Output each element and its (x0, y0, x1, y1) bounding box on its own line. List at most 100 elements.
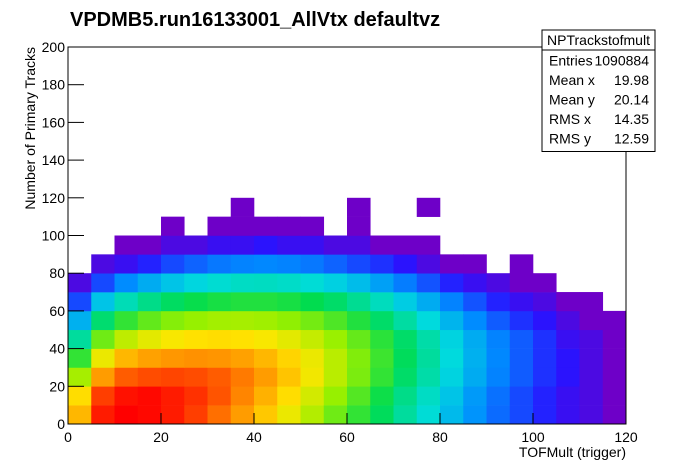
cell (277, 367, 301, 387)
cell (370, 386, 394, 406)
cell (370, 310, 394, 331)
cell (254, 348, 278, 368)
cell (91, 292, 115, 312)
cell (486, 292, 511, 312)
cell (579, 292, 604, 312)
cell (323, 235, 348, 255)
cell (486, 386, 511, 406)
cell (509, 292, 534, 312)
cell (323, 292, 348, 312)
cell (277, 292, 301, 312)
cell (68, 273, 92, 293)
cell (137, 386, 162, 406)
cell (393, 386, 418, 406)
cell (463, 310, 487, 331)
cell (91, 254, 115, 274)
cell (323, 273, 348, 293)
x-tick-label: 80 (432, 429, 448, 445)
cell (533, 367, 557, 387)
x-tick-label: 100 (521, 429, 545, 445)
cell (579, 329, 604, 349)
cell (230, 235, 255, 255)
y-tick-label: 40 (49, 341, 65, 357)
cell (486, 405, 511, 425)
cell (602, 405, 627, 425)
cell (579, 367, 604, 387)
cell (416, 386, 441, 406)
cell (509, 367, 534, 387)
cell (463, 367, 487, 387)
stats-box: NPTrackstofmult Entries 1090884 Mean x 19.98… (541, 29, 656, 152)
cell (114, 310, 139, 331)
cell (277, 310, 301, 331)
cell (416, 235, 441, 255)
stats-value: 20.14 (614, 92, 649, 108)
cell (440, 292, 464, 312)
cell (114, 273, 139, 293)
cell (509, 348, 534, 368)
cell (556, 386, 580, 406)
cell (254, 367, 278, 387)
stats-value: 1090884 (594, 53, 649, 69)
y-tick-label: 80 (49, 265, 65, 281)
x-tick-label: 120 (614, 429, 638, 445)
cell (579, 386, 604, 406)
cell (114, 329, 139, 349)
cell (68, 405, 92, 425)
stats-key: RMS y (549, 131, 591, 147)
cell (393, 254, 418, 274)
cell (207, 405, 232, 425)
cell (91, 367, 115, 387)
cell (416, 405, 441, 425)
cell (161, 348, 185, 368)
cell (68, 310, 92, 331)
cell (323, 386, 348, 406)
cell (602, 329, 627, 349)
cell (161, 310, 185, 331)
cell (91, 405, 115, 425)
cell (463, 292, 487, 312)
stats-value: 19.98 (614, 72, 649, 88)
cell (486, 273, 511, 293)
cell (137, 310, 162, 331)
cell (556, 367, 580, 387)
cell (207, 254, 232, 274)
stats-title: NPTrackstofmult (547, 32, 650, 48)
cell (323, 254, 348, 274)
cell (91, 329, 115, 349)
cell (91, 386, 115, 406)
cell (393, 367, 418, 387)
cell (207, 348, 232, 368)
cell (254, 216, 278, 236)
cell (347, 197, 371, 217)
cell (463, 348, 487, 368)
cell (254, 254, 278, 274)
y-tick-label: 120 (42, 190, 66, 206)
x-axis-title: TOFMult (trigger) (519, 444, 626, 460)
cell (509, 386, 534, 406)
cell (161, 367, 185, 387)
cell (300, 348, 325, 368)
cell (347, 310, 371, 331)
cell (184, 386, 208, 406)
cell (440, 405, 464, 425)
cell (347, 235, 371, 255)
cell (254, 235, 278, 255)
cell (440, 254, 464, 274)
cell (230, 292, 255, 312)
cell (137, 367, 162, 387)
cell (393, 273, 418, 293)
cell (556, 329, 580, 349)
cell (370, 254, 394, 274)
cell (556, 292, 580, 312)
cell (207, 273, 232, 293)
stats-value: 12.59 (614, 131, 649, 147)
cell (370, 405, 394, 425)
cell (137, 254, 162, 274)
cell (463, 273, 487, 293)
cell (602, 348, 627, 368)
y-tick-label: 160 (42, 114, 66, 130)
cell (347, 405, 371, 425)
cell (300, 386, 325, 406)
cell (602, 386, 627, 406)
